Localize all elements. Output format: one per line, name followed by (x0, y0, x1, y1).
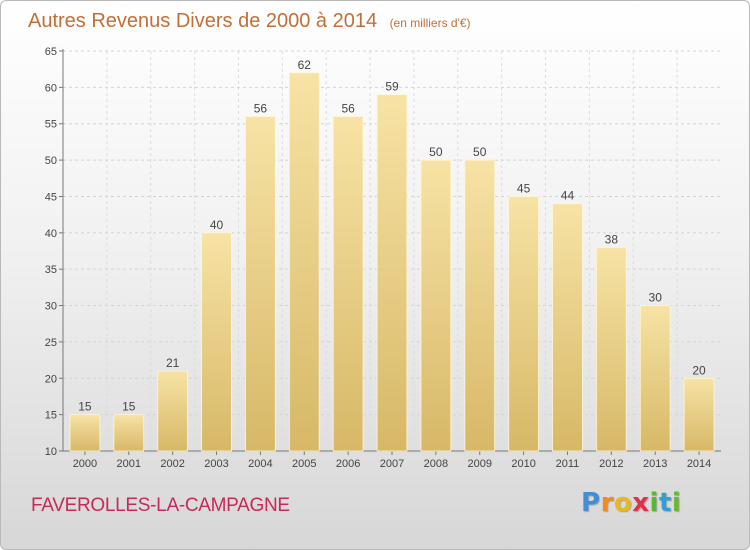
x-tick-label: 2001 (117, 458, 141, 470)
x-tick-label: 2002 (160, 458, 184, 470)
bar (157, 370, 188, 452)
logo-letter: r (600, 488, 614, 518)
y-tick-label: 25 (45, 337, 57, 349)
y-tick-label: 55 (45, 119, 57, 131)
y-tick-label: 50 (45, 155, 57, 167)
x-tick-label: 2012 (599, 458, 623, 470)
x-tick-label: 2008 (424, 458, 448, 470)
bar (245, 116, 276, 452)
data-label: 44 (561, 189, 575, 203)
bar (596, 246, 627, 452)
chart-title-row: Autres Revenus Divers de 2000 à 2014 (en… (28, 10, 471, 33)
chart-title: Autres Revenus Divers de 2000 à 2014 (28, 10, 378, 32)
x-tick-label: 2006 (336, 458, 360, 470)
x-tick-label: 2000 (73, 458, 97, 470)
bar (288, 72, 320, 452)
x-tick-label: 2013 (643, 458, 667, 470)
bar (376, 94, 408, 452)
x-tick-label: 2005 (292, 458, 316, 470)
x-tick-label: 2011 (556, 458, 580, 470)
logo-letter: x (632, 488, 650, 518)
data-label: 38 (605, 232, 619, 246)
y-tick-label: 60 (45, 82, 57, 94)
y-tick-label: 20 (45, 373, 57, 385)
bar (464, 159, 496, 452)
data-label: 40 (210, 218, 224, 232)
y-tick-label: 15 (45, 410, 57, 422)
bar (201, 232, 232, 452)
y-tick-label: 10 (45, 446, 57, 458)
data-label: 20 (692, 363, 706, 377)
data-label: 15 (122, 400, 136, 414)
bar (420, 159, 452, 452)
logo-letter: t (658, 488, 672, 518)
data-label: 56 (341, 101, 355, 115)
x-tick-label: 2010 (511, 458, 535, 470)
logo-letter: o (613, 488, 633, 518)
bar (69, 414, 101, 452)
place-name: FAVEROLLES-LA-CAMPAGNE (31, 495, 290, 516)
bars (69, 72, 715, 452)
chart-unit-label: (en milliers d'€) (389, 16, 471, 30)
y-tick-label: 40 (45, 228, 57, 240)
logo-letter: P (581, 488, 601, 518)
bar (332, 116, 364, 452)
y-tick-label: 65 (45, 46, 57, 58)
y-tick-label: 30 (45, 301, 57, 313)
data-label: 45 (517, 181, 531, 195)
y-tick-label: 35 (45, 264, 57, 276)
proxiti-logo[interactable]: Proxiti (581, 488, 681, 518)
bar (113, 414, 145, 452)
data-label: 21 (166, 356, 180, 370)
x-tick-label: 2004 (248, 458, 272, 470)
logo-letter: i (649, 488, 659, 518)
data-label: 59 (385, 80, 399, 94)
x-tick-label: 2014 (687, 458, 711, 470)
bar (639, 305, 671, 452)
labels: 10 15 20 25 30 35 40 45 50 55 60 65 15 2000 15 2001 21 20… (45, 46, 712, 470)
x-tick-label: 2003 (204, 458, 228, 470)
data-label: 50 (429, 145, 443, 159)
data-label: 56 (254, 101, 268, 115)
data-label: 62 (298, 58, 312, 72)
data-label: 50 (473, 145, 487, 159)
y-tick-label: 45 (45, 191, 57, 203)
bar (552, 203, 583, 452)
x-tick-label: 2009 (467, 458, 491, 470)
bar (508, 196, 539, 452)
data-label: 15 (78, 400, 92, 414)
logo-letter: i (671, 488, 682, 518)
x-tick-label: 2007 (380, 458, 404, 470)
data-label: 30 (649, 291, 663, 305)
bar (683, 377, 715, 452)
